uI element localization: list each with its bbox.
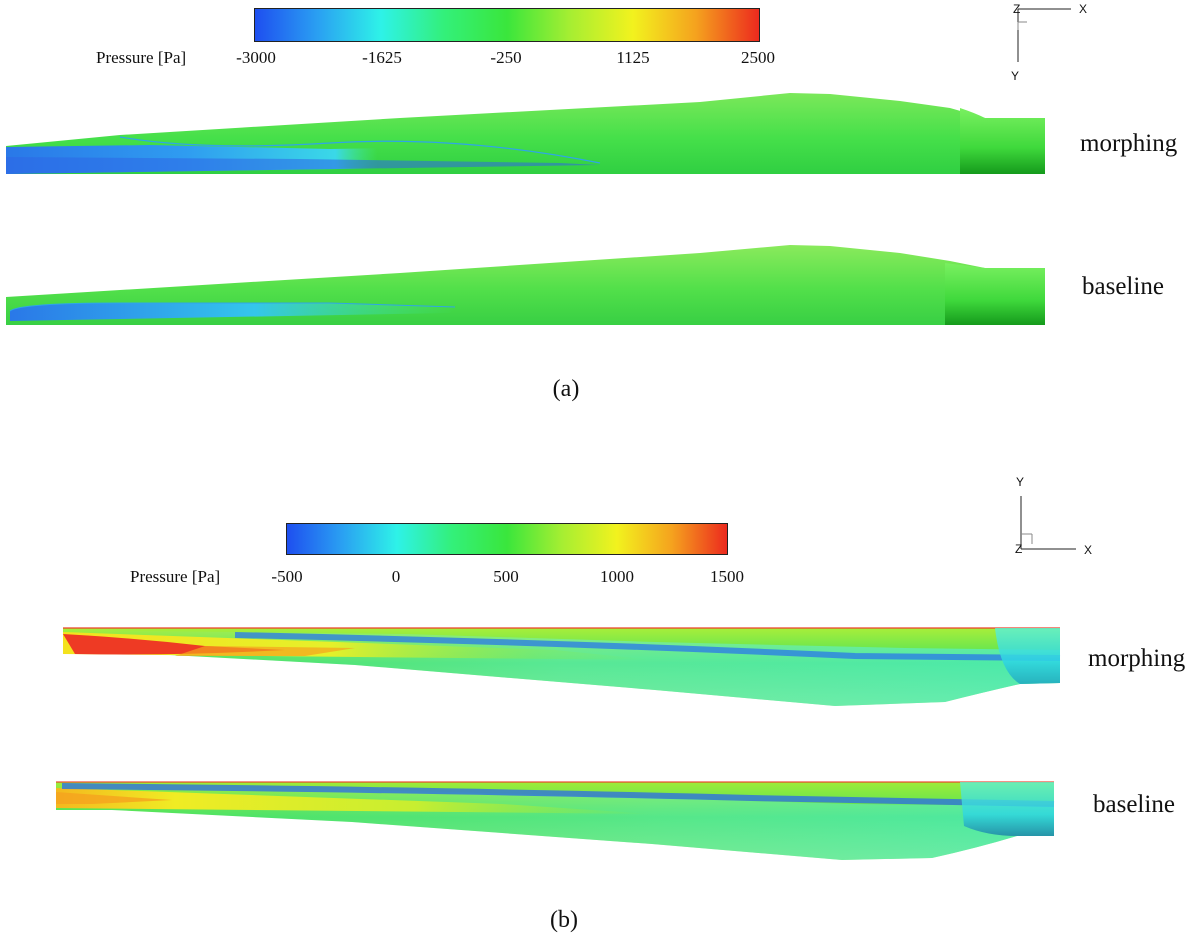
pressure-colorbar-b <box>286 523 728 555</box>
axis-triad-b: Y Z X <box>1015 475 1092 557</box>
colorbar-tick-b-0: -500 <box>271 567 303 586</box>
colorbar-tick-b-2: 500 <box>493 567 519 586</box>
colorbar-tick-a-3: 1125 <box>616 48 650 67</box>
triad-label-y: Y <box>1011 69 1019 83</box>
triad-label-z-b: Z <box>1015 542 1022 556</box>
colorbar-tick-a-2: -250 <box>490 48 522 67</box>
colorbar-title-b: Pressure [Pa] <box>130 567 221 586</box>
triad-label-x-b: X <box>1084 543 1092 557</box>
triad-label-z: Z <box>1013 2 1020 16</box>
blade-b-morphing <box>63 627 1061 706</box>
blade-label-b-baseline: baseline <box>1093 791 1175 818</box>
triad-label-x: X <box>1079 2 1087 16</box>
blade-a-morphing <box>6 93 1045 174</box>
caption-b: (b) <box>550 907 578 933</box>
colorbar-tick-a-0: -3000 <box>236 48 276 67</box>
triad-label-y-b: Y <box>1016 475 1024 489</box>
caption-a: (a) <box>552 376 580 402</box>
colorbar-tick-a-4: 2500 <box>741 48 775 67</box>
blade-a-baseline <box>6 245 1045 325</box>
axis-triad-a: Z X Y <box>1011 2 1087 83</box>
colorbar-tick-b-1: 0 <box>391 567 401 586</box>
blade-b-baseline <box>56 781 1055 860</box>
pressure-colorbar-a <box>254 8 760 42</box>
colorbar-tick-b-4: 1500 <box>710 567 744 586</box>
colorbar-title-a: Pressure [Pa] <box>96 48 187 67</box>
blade-label-a-morphing: morphing <box>1080 130 1178 157</box>
blade-label-a-baseline: baseline <box>1082 273 1164 300</box>
colorbar-tick-a-1: -1625 <box>362 48 402 67</box>
colorbar-tick-b-3: 1000 <box>600 567 634 586</box>
blade-label-b-morphing: morphing <box>1088 645 1186 672</box>
